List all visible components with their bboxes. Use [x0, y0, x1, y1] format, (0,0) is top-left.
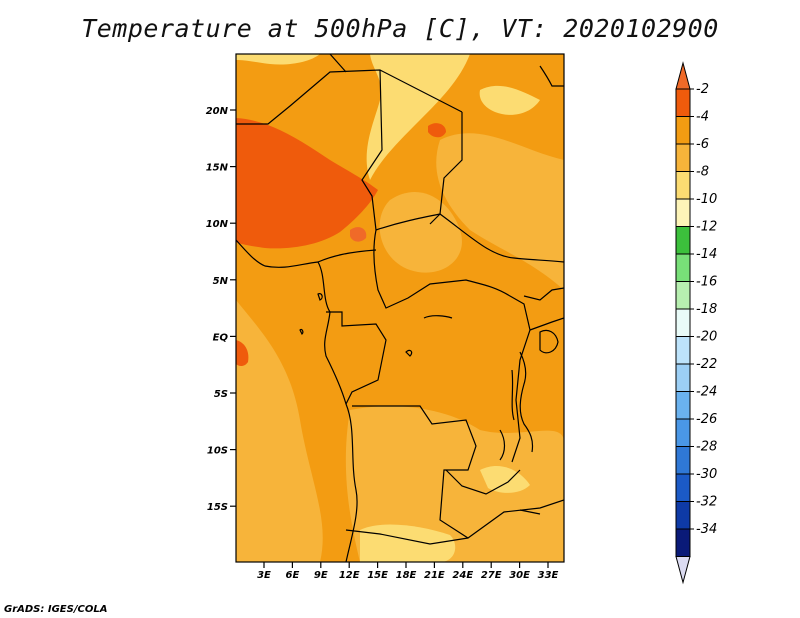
lon-tick-label: 21E: [424, 570, 445, 581]
colorbar-swatch: [675, 308, 691, 337]
lon-tick-label: 24E: [452, 570, 473, 581]
colorbar-label: -32: [696, 495, 717, 510]
map-frame: [235, 53, 565, 563]
colorbar-swatch: [675, 143, 691, 172]
lon-tick-label: 33E: [538, 570, 559, 581]
lat-tick-label: 5S: [214, 389, 228, 400]
latitude-axis: 20N 15N 10N 5N EQ 5S 10S 15S: [206, 106, 236, 513]
colorbar-label: -18: [696, 302, 717, 317]
colorbar-label: -12: [696, 220, 717, 235]
lon-tick-label: 27E: [481, 570, 502, 581]
colorbar-bottom-arrow: [675, 556, 691, 585]
colorbar-label: -14: [696, 247, 717, 262]
colorbar-label: -16: [696, 275, 717, 290]
lon-tick-label: 15E: [367, 570, 388, 581]
colorbar-label: -24: [696, 385, 717, 400]
colorbar-swatch: [675, 528, 691, 557]
colorbar-swatch: [675, 501, 691, 530]
colorbar-swatch: [675, 116, 691, 145]
colorbar-label: -10: [696, 192, 717, 207]
colorbar-top-arrow: [675, 61, 691, 90]
footer-credit: GrADS: IGES/COLA: [4, 604, 108, 615]
colorbar-swatch: [675, 198, 691, 227]
colorbar-label: -22: [696, 357, 717, 372]
coastlines-borders: [236, 54, 564, 562]
lat-tick-label: 20N: [206, 106, 229, 117]
colorbar: -2 -4 -6 -8 -10 -12 -14 -16 -18 -20 -22 -24 -26 -28 -3…: [675, 61, 717, 585]
colorbar-swatch: [675, 88, 691, 117]
lon-tick-label: 18E: [396, 570, 417, 581]
colorbar-label: -30: [696, 467, 717, 482]
colorbar-label: -20: [696, 330, 717, 345]
colorbar-swatch: [675, 418, 691, 447]
longitude-axis: 3E 6E 9E 12E 15E 18E 21E 24E 27E 30E 33E: [257, 562, 559, 581]
colorbar-swatch: [675, 363, 691, 392]
colorbar-swatch: [675, 171, 691, 200]
colorbar-swatch: [675, 336, 691, 365]
map-title: Temperature at 500hPa [C], VT: 202010290…: [81, 14, 719, 43]
lat-tick-label: 10S: [207, 446, 228, 457]
colorbar-label: -26: [696, 412, 717, 427]
temperature-field: [236, 54, 564, 562]
colorbar-label: -34: [696, 522, 717, 537]
lon-tick-label: 9E: [314, 570, 328, 581]
colorbar-swatch: [675, 253, 691, 282]
colorbar-label: -28: [696, 440, 717, 455]
lat-tick-label: 10N: [206, 219, 229, 230]
lat-tick-label: 5N: [213, 276, 229, 287]
colorbar-label: -8: [696, 165, 709, 180]
lon-tick-label: 6E: [286, 570, 300, 581]
lon-tick-label: 30E: [509, 570, 530, 581]
lat-tick-label: 15S: [207, 502, 228, 513]
colorbar-swatch: [675, 226, 691, 255]
colorbar-label: -6: [696, 137, 709, 152]
colorbar-label: -4: [696, 110, 709, 125]
colorbar-swatch: [675, 281, 691, 310]
colorbar-label: -2: [696, 82, 709, 97]
lon-tick-label: 3E: [257, 570, 271, 581]
lat-tick-label: 15N: [206, 163, 229, 174]
lon-tick-label: 12E: [339, 570, 360, 581]
colorbar-swatch: [675, 473, 691, 502]
colorbar-swatch: [675, 391, 691, 420]
colorbar-swatch: [675, 446, 691, 475]
lat-tick-label: EQ: [213, 332, 229, 343]
